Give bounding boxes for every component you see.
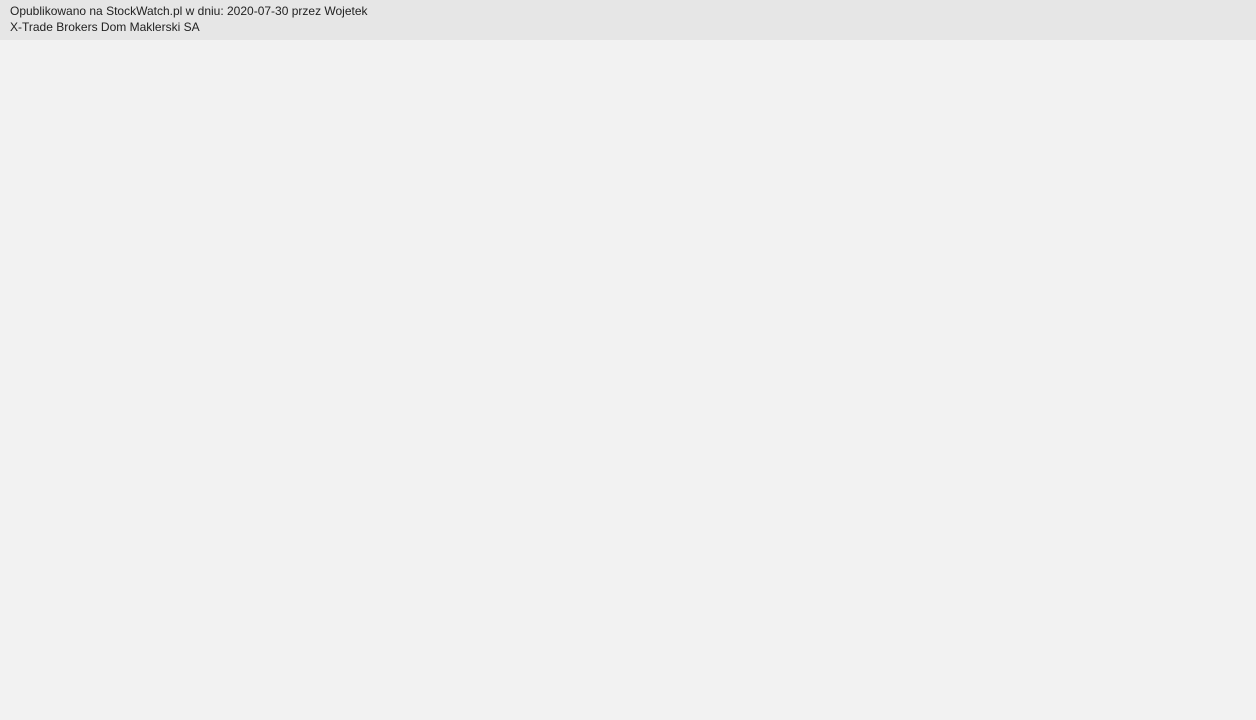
header-band: [0, 0, 1256, 40]
header-line: Opublikowano na StockWatch.pl w dniu: 20…: [10, 4, 369, 18]
header-line: X-Trade Brokers Dom Maklerski SA: [10, 20, 200, 34]
